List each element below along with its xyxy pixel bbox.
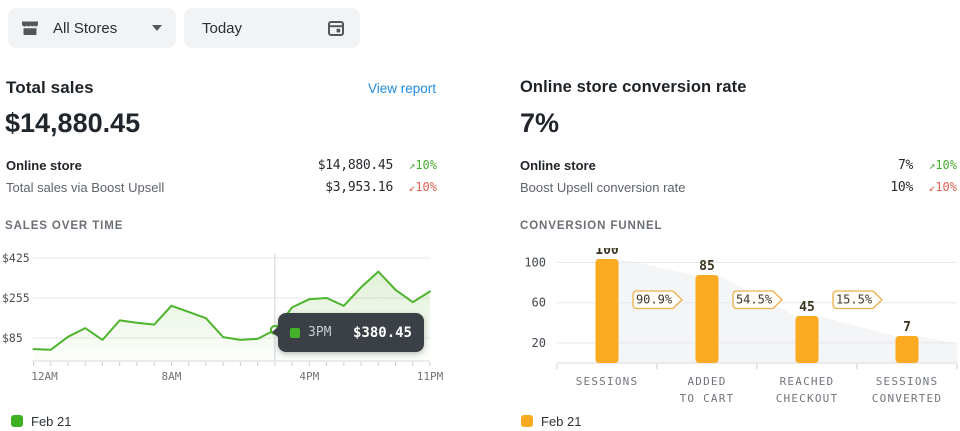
store-icon <box>20 18 40 38</box>
svg-text:12AM: 12AM <box>31 370 58 383</box>
svg-text:85: 85 <box>699 259 715 274</box>
metric-delta: ↗10% <box>408 158 437 172</box>
svg-text:60: 60 <box>532 296 546 310</box>
legend-swatch <box>11 415 23 427</box>
series-swatch <box>290 327 300 338</box>
metric-row-online-store-conversion: Online store 7% ↗10% <box>520 156 957 174</box>
metric-delta: ↙10% <box>928 180 957 194</box>
chart-tooltip: 3PM $380.45 <box>272 313 424 352</box>
store-filter-button[interactable]: All Stores <box>8 8 176 48</box>
view-report-link[interactable]: View report <box>368 81 437 96</box>
store-filter-label: All Stores <box>53 19 118 37</box>
svg-text:45: 45 <box>799 300 815 315</box>
svg-text:CONVERTED: CONVERTED <box>872 392 942 405</box>
metric-value: $3,953.16 <box>325 179 393 195</box>
conversion-funnel-chart[interactable]: 100 60 20 100 85 45 7 90.9% 54.5% 15.5% SESSIONS AD… <box>480 243 960 408</box>
date-filter-button[interactable]: Today <box>184 8 360 48</box>
svg-text:$85: $85 <box>2 331 23 345</box>
metric-value: $14,880.45 <box>317 157 394 173</box>
conversion-funnel-svg: 100 60 20 100 85 45 7 90.9% 54.5% 15.5% SESSIONS AD… <box>524 243 958 405</box>
metric-label: Boost Upsell conversion rate <box>520 179 686 195</box>
svg-text:7: 7 <box>903 320 911 335</box>
conversion-rate-title: Online store conversion rate <box>520 78 747 96</box>
trend-up-icon: ↗ <box>408 159 416 172</box>
sales-over-time-chart[interactable]: $425 $255 $85 12AM 8AM 4PM 11PM 3PM $380.45 <box>0 248 448 388</box>
funnel-chart-legend: Feb 21 <box>521 413 581 429</box>
trend-down-icon: ↙ <box>928 181 936 194</box>
legend-label: Feb 21 <box>541 413 582 429</box>
svg-text:11PM: 11PM <box>417 370 444 383</box>
metric-row-online-store-sales: Online store $14,880.45 ↗10% <box>6 156 437 174</box>
conversion-rate-amount: 7% <box>520 108 560 138</box>
svg-text:54.5%: 54.5% <box>736 293 773 307</box>
metric-delta: ↗10% <box>928 158 957 172</box>
total-sales-title: Total sales <box>6 78 94 97</box>
svg-text:100: 100 <box>595 248 619 258</box>
metric-row-boost-upsell-conversion: Boost Upsell conversion rate 10% ↙10% <box>520 178 957 196</box>
svg-text:REACHED: REACHED <box>780 375 835 388</box>
tooltip-time: 3PM <box>308 325 332 340</box>
svg-text:90.9%: 90.9% <box>636 293 673 307</box>
svg-text:TO CART: TO CART <box>680 392 735 405</box>
svg-text:15.5%: 15.5% <box>836 293 873 307</box>
metric-row-boost-upsell-sales: Total sales via Boost Upsell $3,953.16 ↙… <box>6 178 437 196</box>
trend-down-icon: ↙ <box>408 181 416 194</box>
svg-text:100: 100 <box>524 256 546 270</box>
svg-text:$255: $255 <box>2 291 30 305</box>
svg-text:CHECKOUT: CHECKOUT <box>776 392 839 405</box>
chevron-down-icon <box>152 25 162 31</box>
trend-up-icon: ↗ <box>928 159 936 172</box>
conversion-funnel-section-title: CONVERSION FUNNEL <box>520 220 663 232</box>
svg-text:20: 20 <box>532 336 546 350</box>
svg-text:SESSIONS: SESSIONS <box>576 375 639 388</box>
metric-label: Online store <box>6 157 82 173</box>
svg-text:$425: $425 <box>2 251 30 265</box>
svg-text:ADDED: ADDED <box>687 375 726 388</box>
sales-over-time-section-title: SALES OVER TIME <box>5 220 124 232</box>
sales-chart-legend: Feb 21 <box>11 413 71 429</box>
legend-swatch <box>521 415 533 427</box>
total-sales-amount: $14,880.45 <box>5 108 141 138</box>
metric-label: Online store <box>520 157 596 173</box>
calendar-icon <box>326 18 346 38</box>
svg-text:SESSIONS: SESSIONS <box>876 375 939 388</box>
svg-text:4PM: 4PM <box>299 370 319 383</box>
metric-value: 7% <box>897 157 913 173</box>
date-filter-label: Today <box>202 19 243 37</box>
tooltip-value: $380.45 <box>352 324 412 341</box>
svg-text:8AM: 8AM <box>161 370 181 383</box>
metric-value: 10% <box>890 179 913 195</box>
metric-label: Total sales via Boost Upsell <box>6 179 165 195</box>
metric-delta: ↙10% <box>408 180 437 194</box>
legend-label: Feb 21 <box>31 413 72 429</box>
